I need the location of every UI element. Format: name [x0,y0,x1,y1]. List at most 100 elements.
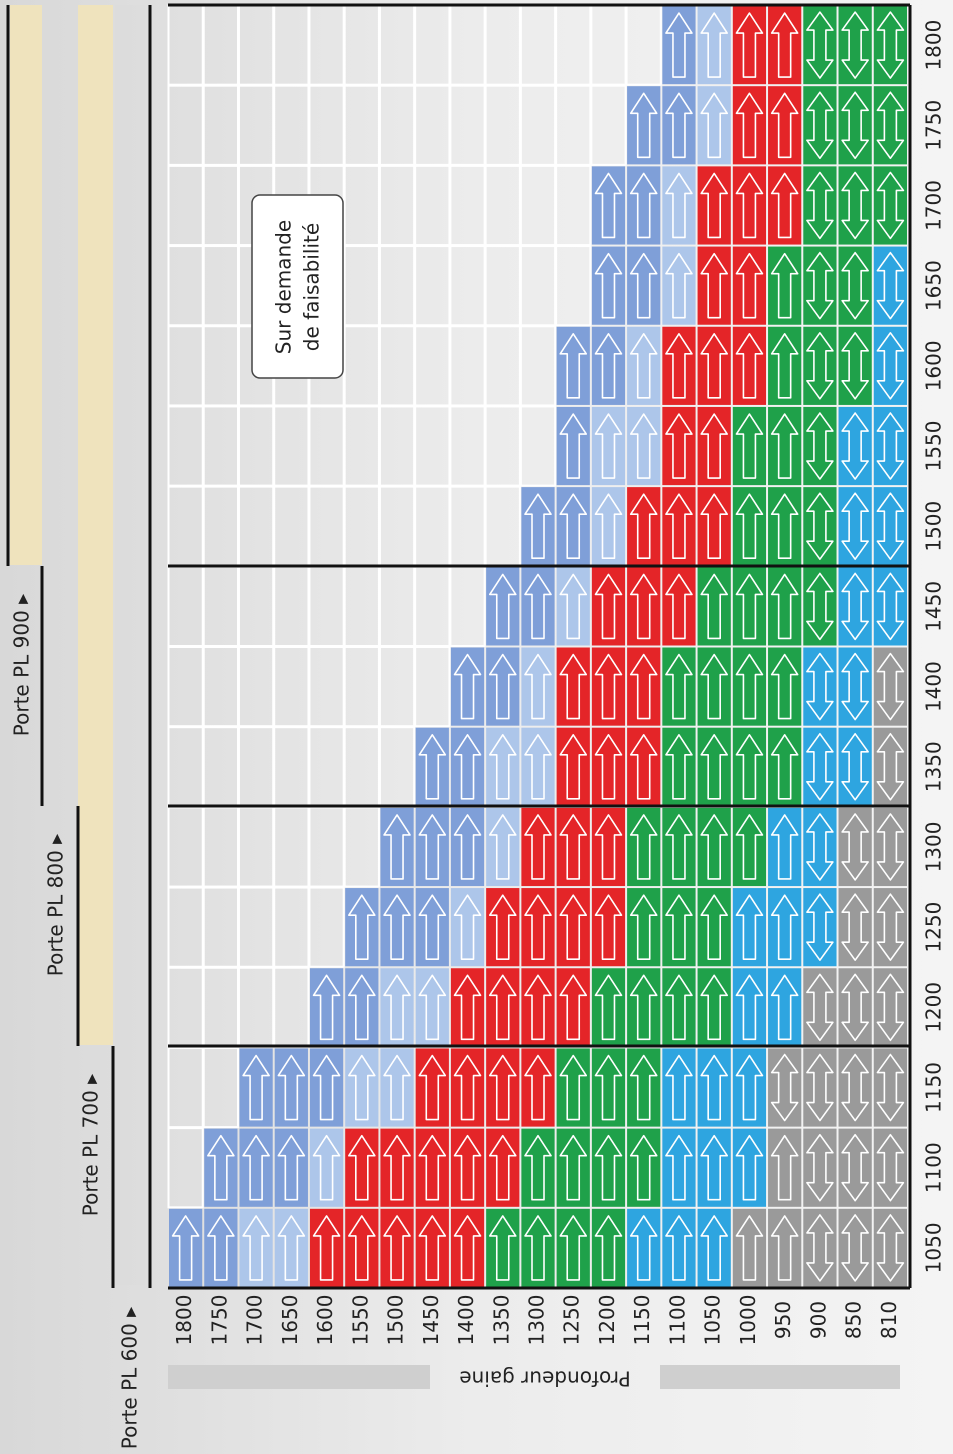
width-label: 1350 [922,741,946,792]
arrow [665,974,693,1041]
arrow [348,974,376,1041]
arrow [559,894,588,960]
cell [415,968,449,1047]
cell [697,807,731,887]
arrow [559,413,588,479]
width-label: 1200 [922,982,946,1033]
arrow [524,653,552,720]
cell [591,567,626,646]
arrow [383,814,411,880]
cell [873,968,907,1047]
cell [309,968,344,1047]
cell [838,6,872,85]
arrow [594,573,623,640]
arrow [418,814,447,880]
arrow [559,653,588,720]
cell [873,166,907,245]
arrow [594,493,623,560]
note-line: Sur demande [272,220,296,354]
cell [803,888,837,967]
cell [239,1208,273,1287]
cell [873,807,907,887]
cell [591,1208,626,1287]
cell [768,1048,802,1127]
door-label: Porte PL 700 ▸ [79,1074,103,1216]
cell [768,1208,802,1287]
note-line: de faisabilité [300,223,324,351]
arrow [348,894,376,960]
cell [803,406,837,486]
cell [521,727,555,806]
cell [591,326,626,405]
arrow [277,1054,306,1121]
arrow [418,1215,447,1281]
cell [521,1048,555,1127]
cell [380,1048,414,1127]
arrow [841,1133,869,1202]
arrow [665,92,693,159]
width-label: 1050 [922,1222,946,1273]
cell [873,1128,907,1207]
cell [662,1208,696,1287]
arrow [207,1134,235,1201]
cell [627,406,661,486]
cell [662,326,696,405]
arrow [629,974,658,1041]
depth-label: 1600 [313,1295,337,1346]
arrow [735,1054,764,1121]
cell [556,567,590,646]
arrow [806,171,834,240]
door-label: Porte PL 600 ▸ [118,1307,142,1449]
arrow [524,733,552,800]
arrow [665,172,693,239]
cell [803,727,837,806]
cell [732,1208,767,1287]
cell [732,888,767,967]
cell [556,1208,590,1287]
cell [732,727,767,806]
arrow [770,172,799,239]
cell [697,166,731,245]
arrow [806,732,834,801]
arrow [207,1215,235,1281]
arrow [559,333,588,399]
depth-label: 810 [877,1301,901,1339]
cell [662,647,696,726]
arrow [876,1133,905,1202]
arrow [735,653,764,720]
cell [732,487,767,566]
cell [556,888,590,967]
arrow [735,92,764,159]
cell [450,888,485,967]
arrow [453,894,482,960]
arrow [770,493,799,560]
cell [873,888,907,967]
arrow [277,1134,306,1201]
arrow [594,1054,623,1121]
arrow [806,1053,834,1122]
cell [732,326,767,405]
arrow [594,172,623,239]
arrow [629,252,658,319]
cell [732,6,767,85]
cell [803,487,837,566]
cell [591,968,626,1047]
arrow [735,413,764,479]
arrow [524,894,552,960]
cell [591,888,626,967]
width-label: 1450 [922,581,946,632]
arrow [700,493,728,560]
cell [732,406,767,486]
cell [591,166,626,245]
arrow [770,653,799,720]
cell [768,647,802,726]
arrow [841,572,869,641]
cell [239,1048,273,1127]
depth-label: 1750 [207,1295,231,1346]
cell [380,1208,414,1287]
depth-label: 1500 [384,1295,408,1346]
arrow [876,652,905,721]
cell [838,1048,872,1127]
